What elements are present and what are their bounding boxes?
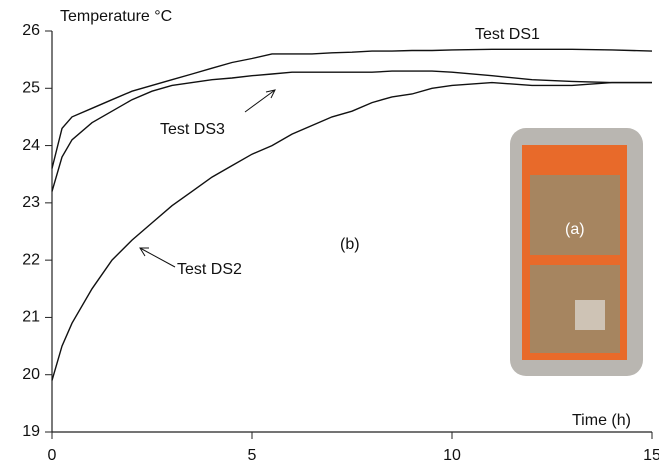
annotation: (b)	[340, 236, 360, 253]
x-tick-label: 5	[248, 447, 257, 464]
annotation: Test DS2	[177, 261, 242, 278]
y-tick-label: 22	[22, 251, 40, 268]
arrow	[139, 247, 176, 268]
y-tick-label: 25	[22, 80, 40, 97]
y-tick-label: 26	[22, 22, 40, 39]
y-tick-label: 23	[22, 194, 40, 211]
y-tick-label: 24	[22, 137, 40, 154]
line-series	[51, 70, 652, 192]
arrow-head	[265, 89, 276, 99]
y-tick-label: 19	[22, 423, 40, 440]
line-series	[51, 48, 653, 169]
inset-photo	[510, 128, 643, 376]
arrow	[244, 89, 276, 113]
annotation: Test DS1	[475, 26, 540, 43]
annotation: Test DS3	[160, 121, 225, 138]
arrow-head	[139, 247, 149, 257]
x-tick-label: 15	[643, 447, 659, 464]
x-tick-label: 10	[443, 447, 461, 464]
y-tick-label: 21	[22, 309, 40, 326]
y-tick-label: 20	[22, 366, 40, 383]
x-tick-label: 0	[48, 447, 57, 464]
x-axis-label: Time (h)	[572, 412, 631, 429]
line-series	[51, 81, 652, 381]
y-axis-label: Temperature °C	[60, 8, 172, 25]
annotation: (a)	[565, 221, 585, 238]
